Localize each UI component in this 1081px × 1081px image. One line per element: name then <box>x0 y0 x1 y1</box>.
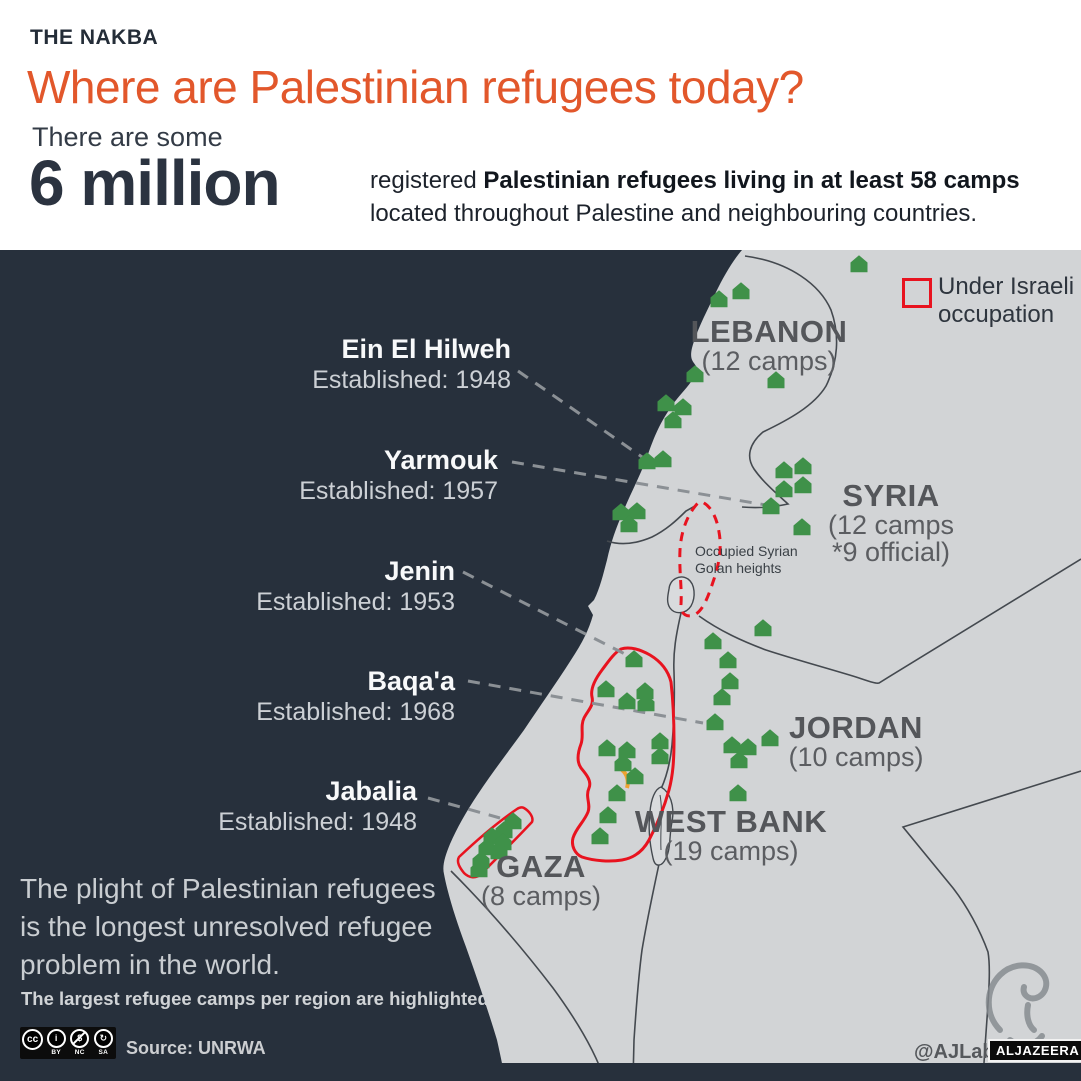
camp-icon-lebanon <box>628 502 646 520</box>
camp-icon-west_bank <box>591 827 609 845</box>
border-syria-jordan <box>698 558 1081 684</box>
camp-icon-west_bank <box>597 680 615 698</box>
description-rest: located throughout Palestine and neighbo… <box>370 200 978 227</box>
camp-icon-west_bank <box>625 650 643 668</box>
camp-icon-lebanon <box>710 290 728 308</box>
leader-line <box>511 460 767 507</box>
camp-icon-jordan <box>761 729 779 747</box>
camp-icon-lebanon <box>654 450 672 468</box>
camp-icon-west_bank <box>637 694 655 712</box>
bottom-bar <box>0 1063 1081 1081</box>
camp-icon-syria <box>762 497 780 515</box>
border-israel-egypt <box>450 870 606 1081</box>
camp-icon-west_bank <box>608 784 626 802</box>
camp-icon-lebanon <box>638 452 656 470</box>
big-number: 6 million <box>29 147 281 219</box>
camp-icon-west_bank <box>598 739 616 757</box>
camp-icon-jordan <box>704 632 722 650</box>
description: registered Palestinian refugees living i… <box>370 164 1070 230</box>
camp-icon-west_bank <box>636 682 654 700</box>
description-bold: Palestinian refugees living in at least … <box>483 167 1020 194</box>
border-jordan-saudi <box>901 770 1081 1081</box>
camp-icon-west_bank <box>618 692 636 710</box>
camp-icon-west_bank <box>599 806 617 824</box>
camp-icon-lebanon <box>612 503 630 521</box>
leader-line <box>517 369 646 461</box>
camp-icon-west_bank <box>651 747 669 765</box>
camp-icon-syria <box>775 461 793 479</box>
leader-line <box>462 570 628 657</box>
camp-icon-lebanon <box>732 282 750 300</box>
camp-icon-syria <box>850 255 868 273</box>
camp-icon-west_bank <box>651 732 669 750</box>
camp-icon-gaza <box>504 812 522 830</box>
camp-icon-west_bank <box>626 767 644 785</box>
page-title: Where are Palestinian refugees today? <box>27 61 804 113</box>
camp-icon-gaza <box>490 842 508 860</box>
border-lebanon-syria <box>741 255 838 509</box>
border-lebanon-israel <box>606 505 696 545</box>
camp-icon-lebanon <box>620 515 638 533</box>
camp-icon-jordan <box>730 751 748 769</box>
camp-icon-lebanon <box>767 371 785 389</box>
leader-line <box>467 679 704 725</box>
sea-of-galilee <box>666 576 695 614</box>
dead-sea-inner-line <box>659 794 662 851</box>
camp-icon-west_bank <box>614 754 632 772</box>
camp-icon-lebanon <box>664 411 682 429</box>
lead-in-text: There are some <box>32 122 223 152</box>
west-bank-outline <box>571 646 676 863</box>
gaza-outline <box>456 806 534 879</box>
camp-icon-gaza <box>470 860 488 878</box>
camp-icon-jordan <box>723 736 741 754</box>
camp-icon-jordan <box>739 738 757 756</box>
description-prefix: registered <box>370 167 484 194</box>
mediterranean-sea <box>0 250 742 1081</box>
header: THE NAKBA Where are Palestinian refugees… <box>0 0 1081 250</box>
camp-icon-syria <box>775 480 793 498</box>
camp-icon-jordan <box>719 651 737 669</box>
camp-icon-jordan <box>729 784 747 802</box>
camp-icon-jordan <box>713 688 731 706</box>
map-svg <box>0 250 1081 1081</box>
camp-icon-lebanon <box>686 365 704 383</box>
camp-icon-west_bank <box>618 741 636 759</box>
camp-icon-lebanon <box>657 394 675 412</box>
golan-heights-outline <box>678 500 722 618</box>
camp-icon-syria <box>794 476 812 494</box>
camp-icon-lebanon <box>674 398 692 416</box>
kicker: THE NAKBA <box>30 26 159 49</box>
camp-icon-syria <box>793 518 811 536</box>
camp-icon-syria <box>794 457 812 475</box>
border-wadi-araba <box>632 863 660 1081</box>
camp-icon-jordan <box>706 713 724 731</box>
camp-icon-jordan <box>754 619 772 637</box>
camp-icon-jordan <box>721 672 739 690</box>
